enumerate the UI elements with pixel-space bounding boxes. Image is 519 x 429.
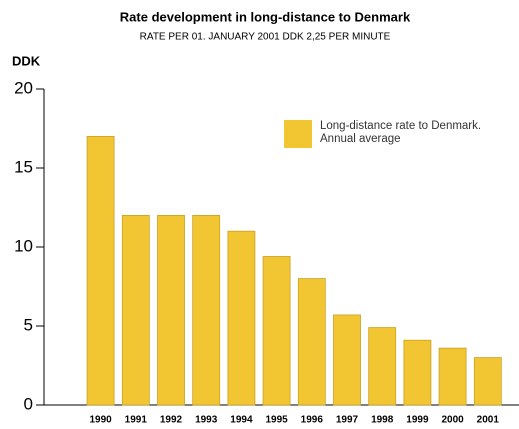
x-tick-label: 1992 (160, 415, 183, 426)
bar (438, 347, 467, 406)
x-tick-label: 1997 (336, 415, 359, 426)
x-tick-label: 1999 (406, 415, 429, 426)
y-tick-label: 15 (14, 157, 33, 176)
bar (403, 339, 432, 406)
bar (473, 357, 502, 406)
bar (157, 214, 185, 406)
bar (86, 135, 115, 406)
x-tick-label: 2001 (477, 415, 500, 426)
x-tick-label: 1993 (195, 415, 218, 426)
y-tick-label: 5 (24, 315, 33, 334)
bar (368, 327, 397, 406)
x-tick-label: 1998 (371, 415, 394, 426)
y-tick-label: 20 (14, 78, 33, 97)
chart-title: Rate development in long-distance to Den… (120, 9, 411, 24)
bar (333, 314, 361, 406)
legend-swatch (284, 120, 312, 148)
y-tick-label: 10 (14, 236, 33, 255)
bar (192, 214, 221, 406)
x-tick-label: 1995 (265, 415, 288, 426)
bar (297, 278, 326, 406)
x-tick-label: 2000 (441, 415, 464, 426)
x-tick-label: 1991 (125, 415, 148, 426)
chart-subtitle: RATE PER 01. JANUARY 2001 DDK 2,25 PER M… (140, 32, 391, 43)
legend-label: Long-distance rate to Denmark. Annual av… (320, 120, 482, 145)
x-tick-label: 1996 (301, 415, 324, 426)
bar (121, 214, 150, 406)
bar (262, 256, 291, 406)
bar (227, 230, 256, 406)
y-tick-label: 0 (24, 394, 33, 413)
y-axis-label: DDK (12, 53, 41, 68)
x-tick-label: 1994 (230, 415, 253, 426)
x-tick-label: 1990 (89, 415, 112, 426)
